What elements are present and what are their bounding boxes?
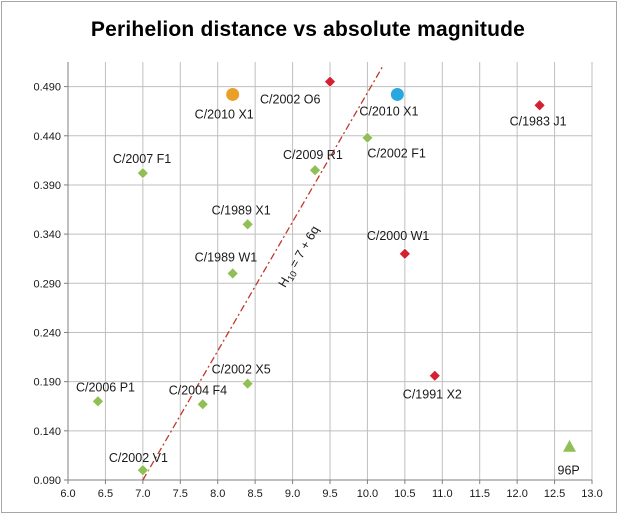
x-tick-label: 7.0 <box>135 488 150 500</box>
x-tick-label: 8.0 <box>210 488 225 500</box>
data-point <box>136 464 149 477</box>
data-point <box>533 99 546 112</box>
point-label: C/2010 X1 <box>195 107 254 121</box>
point-label: C/2009 R1 <box>283 148 343 162</box>
trend-line <box>142 66 383 481</box>
x-tick-label: 12.5 <box>544 488 565 500</box>
data-points <box>92 75 577 477</box>
trend-line-group: H10 = 7 + 6q <box>142 66 383 481</box>
x-tick-label: 11.5 <box>469 488 490 500</box>
tick-labels: 6.0 6.5 7.0 7.5 8.0 8.5 9.0 9.5 10.0 10.5 11.0 11.5… <box>33 82 602 500</box>
data-point <box>196 398 209 411</box>
point-label: C/2004 F4 <box>169 383 227 397</box>
y-tick-label: 0.090 <box>33 475 61 487</box>
data-point <box>428 369 441 382</box>
axes <box>64 62 593 484</box>
x-tick-label: 9.0 <box>285 488 300 500</box>
point-label: C/2010 X1 <box>359 104 418 118</box>
point-labels: C/2002 V1 C/2006 P1 C/2004 F4 C/2002 X5 C/19… <box>76 93 580 478</box>
x-tick-label: 13.0 <box>581 488 602 500</box>
y-tick-label: 0.290 <box>33 278 61 290</box>
x-tick-label: 6.0 <box>60 488 75 500</box>
data-point <box>563 440 577 452</box>
data-point <box>226 87 240 101</box>
y-tick-label: 0.440 <box>33 131 61 143</box>
data-point <box>241 218 254 231</box>
y-tick-label: 0.190 <box>33 377 61 389</box>
point-label: C/1989 W1 <box>195 250 258 264</box>
y-tick-label: 0.140 <box>33 426 61 438</box>
data-point <box>92 395 104 408</box>
point-label: C/2000 W1 <box>367 229 430 243</box>
trend-line-label: H10 = 7 + 6q <box>276 223 324 290</box>
y-tick-label: 0.390 <box>33 180 61 192</box>
y-tick-label: 0.240 <box>33 327 61 339</box>
x-tick-label: 8.5 <box>247 488 262 500</box>
data-point <box>361 131 374 144</box>
x-tick-label: 11.0 <box>432 488 453 500</box>
point-label: C/2002 V1 <box>109 451 168 465</box>
point-label: 96P <box>558 464 580 478</box>
data-point <box>390 87 404 101</box>
point-label: C/2007 F1 <box>113 152 171 166</box>
point-label: C/2002 O6 <box>260 93 321 107</box>
point-label: C/1983 J1 <box>510 114 567 128</box>
x-tick-label: 9.5 <box>322 488 337 500</box>
x-tick-label: 10.0 <box>357 488 378 500</box>
point-label: C/2002 X5 <box>212 363 271 377</box>
y-tick-label: 0.490 <box>33 82 61 94</box>
data-point <box>398 247 411 260</box>
x-tick-label: 6.5 <box>98 488 113 500</box>
data-point <box>309 164 321 177</box>
data-point <box>241 377 254 390</box>
chart-title: Perihelion distance vs absolute magnitud… <box>90 18 526 41</box>
point-label: C/2002 F1 <box>367 147 425 161</box>
x-tick-label: 7.5 <box>173 488 188 500</box>
data-point <box>136 167 149 180</box>
x-tick-label: 12.0 <box>506 488 527 500</box>
data-point <box>226 267 239 280</box>
x-tick-label: 10.5 <box>394 488 415 500</box>
point-label: C/1989 X1 <box>212 203 271 217</box>
point-label: C/2006 P1 <box>76 380 135 394</box>
point-label: C/1991 X2 <box>403 388 462 402</box>
y-tick-label: 0.340 <box>33 229 61 241</box>
data-point <box>324 75 336 88</box>
